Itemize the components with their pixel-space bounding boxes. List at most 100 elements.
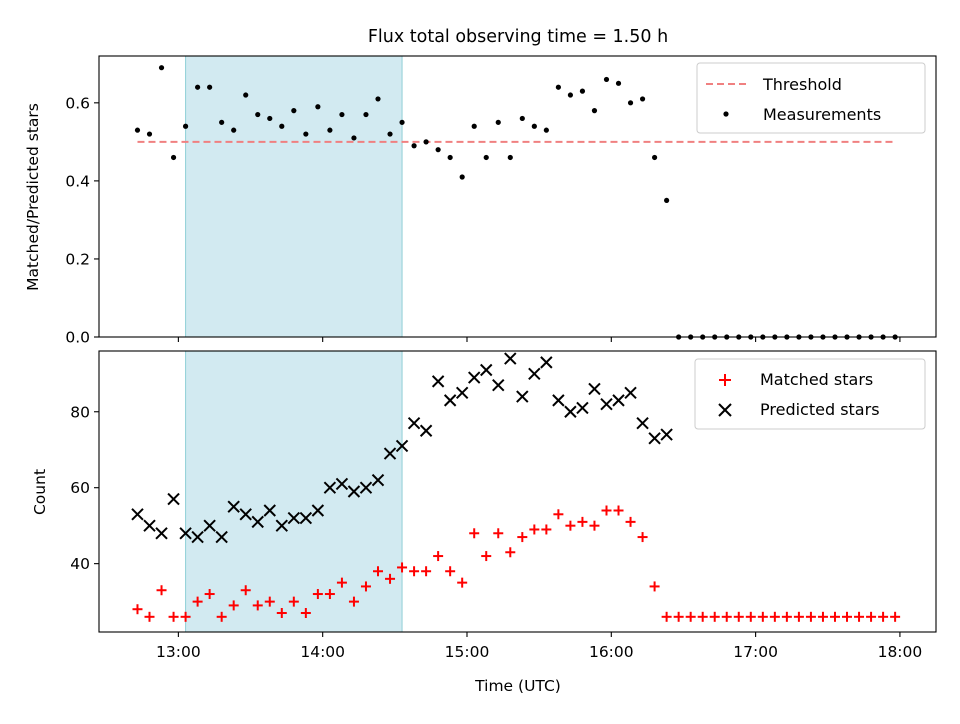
- predicted-star-point: [552, 394, 565, 407]
- measurement-point: [375, 96, 381, 102]
- matched-star-point: [757, 611, 768, 622]
- matched-star-point: [842, 611, 853, 622]
- bottom-x-ticks: 13:00 14:00 15:00 16:00 17:00 18:00: [156, 632, 922, 661]
- measurement-point: [327, 127, 333, 133]
- measurement-point: [182, 123, 189, 129]
- matched-star-point: [300, 608, 311, 619]
- matched-star-point: [228, 600, 239, 611]
- matched-star-point: [733, 611, 744, 622]
- predicted-star-point: [215, 530, 228, 544]
- predicted-star-point: [624, 386, 637, 399]
- measurement-point: [315, 104, 321, 110]
- matched-star-point: [541, 524, 552, 535]
- predicted-star-point: [467, 371, 481, 384]
- predicted-star-point: [419, 424, 433, 437]
- matched-stars-group: [132, 505, 901, 622]
- measurement-point: [567, 92, 574, 98]
- matched-legend-marker: [719, 374, 731, 386]
- measurements-legend-label: Measurements: [763, 105, 881, 124]
- bottom-y-ticks: 40 60 80: [70, 403, 99, 573]
- predicted-star-point: [347, 485, 361, 498]
- matched-star-point: [769, 611, 780, 622]
- predicted-star-stroke-b: [131, 508, 144, 521]
- predicted-legend-marker: [718, 403, 732, 417]
- measurements-legend-marker: [723, 111, 729, 117]
- matched-star-point: [854, 611, 865, 622]
- bottom-x-tick-label: 15:00: [445, 643, 490, 661]
- predicted-star-stroke-b: [287, 511, 301, 525]
- predicted-star-point: [227, 500, 240, 513]
- matched-star-point: [156, 585, 167, 596]
- bottom-x-axis-label: Time (UTC): [474, 677, 561, 695]
- matched-star-point: [385, 573, 396, 584]
- predicted-star-point: [131, 508, 144, 521]
- top-y-tick-label: 0.4: [65, 172, 90, 190]
- matched-star-point: [216, 611, 227, 622]
- predicted-star-point: [407, 416, 421, 430]
- predicted-star-point: [576, 401, 589, 415]
- measurement-point: [255, 111, 261, 118]
- predicted-star-stroke-b: [576, 401, 589, 415]
- matched-star-point: [421, 566, 432, 577]
- matched-star-point: [817, 611, 828, 622]
- bottom-x-tick-label: 14:00: [300, 643, 345, 661]
- matched-star-point: [673, 611, 684, 622]
- predicted-star-stroke-b: [552, 394, 565, 407]
- predicted-star-point: [443, 394, 457, 407]
- predicted-star-point: [275, 519, 289, 532]
- measurement-point: [507, 154, 513, 161]
- predicted-star-stroke-b: [179, 527, 192, 540]
- predicted-legend-label: Predicted stars: [760, 400, 880, 419]
- matched-legend-label: Matched stars: [760, 370, 873, 389]
- measurement-point: [664, 197, 670, 204]
- matched-star-point: [805, 611, 816, 622]
- predicted-star-stroke-b: [419, 424, 433, 437]
- top-shaded-interval: [185, 55, 403, 338]
- top-y-tick-label: 0.0: [65, 329, 90, 347]
- matched-star-point: [601, 505, 612, 516]
- predicted-star-stroke-b: [251, 515, 264, 529]
- predicted-star-point: [395, 439, 409, 453]
- bottom-x-tick-label: 13:00: [156, 643, 201, 661]
- measurement-point: [603, 76, 610, 83]
- measurement-point: [219, 119, 225, 125]
- matched-star-point: [781, 611, 792, 622]
- predicted-star-point: [287, 511, 301, 525]
- matched-star-point: [589, 520, 600, 531]
- measurement-point: [387, 131, 393, 137]
- matched-star-point: [505, 547, 516, 558]
- measurement-point: [146, 131, 153, 137]
- predicted-star-stroke-b: [528, 367, 541, 380]
- predicted-star-point: [600, 397, 613, 411]
- matched-star-point: [469, 528, 480, 539]
- matched-star-point: [348, 596, 359, 607]
- predicted-star-point: [564, 405, 577, 418]
- predicted-star-point: [612, 394, 625, 407]
- bottom-panel: 40 60 80 13:00 14:00 15:00 16:00 17:00 18:00 Co…: [31, 350, 937, 695]
- measurement-point: [519, 115, 525, 122]
- matched-star-point: [613, 505, 624, 516]
- predicted-star-point: [311, 504, 325, 517]
- measurement-point: [459, 174, 465, 180]
- measurement-point: [399, 119, 405, 125]
- matched-star-point: [168, 611, 179, 622]
- predicted-star-point: [251, 515, 264, 529]
- matched-star-point: [793, 611, 804, 622]
- predicted-star-point: [480, 363, 493, 377]
- matched-star-point: [577, 516, 588, 527]
- matched-star-point: [288, 596, 299, 607]
- top-y-tick-label: 0.2: [65, 250, 90, 268]
- predicted-star-stroke-b: [455, 386, 469, 399]
- matched-star-point: [625, 516, 636, 527]
- bottom-legend-box: [694, 358, 926, 430]
- matched-star-point: [409, 566, 420, 577]
- predicted-star-point: [528, 367, 541, 380]
- predicted-star-point: [299, 511, 313, 525]
- bottom-y-tick-label: 60: [70, 479, 90, 497]
- measurement-point: [411, 143, 417, 149]
- top-legend-box: [696, 62, 926, 134]
- predicted-star-point: [648, 432, 661, 445]
- bottom-axes-frame: [98, 350, 937, 633]
- matched-star-point: [685, 611, 696, 622]
- matched-star-point: [360, 581, 371, 592]
